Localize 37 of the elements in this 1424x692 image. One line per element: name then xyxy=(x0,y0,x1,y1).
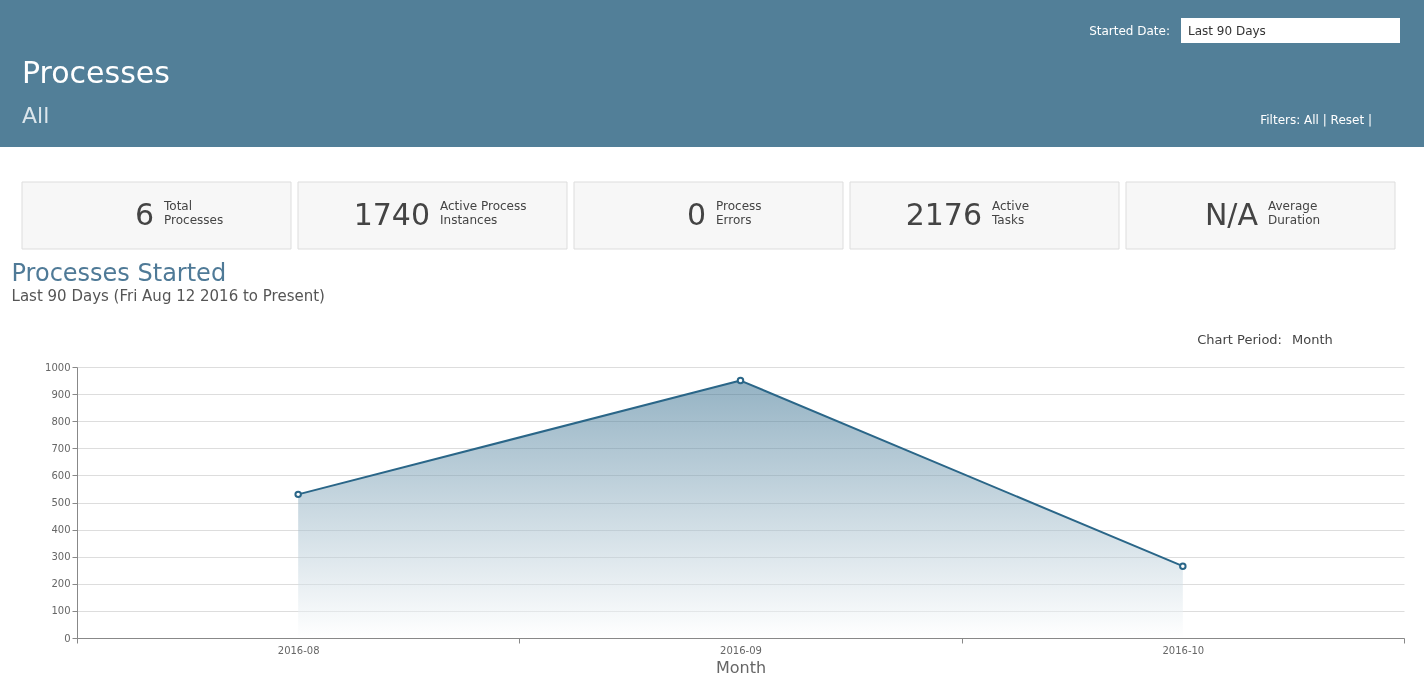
chart-subtitle: Last 90 Days (Fri Aug 12 2016 to Present) xyxy=(11,287,325,305)
text: Chart Period: xyxy=(1197,332,1282,347)
text: Average Duration xyxy=(1268,199,1321,227)
text: 6 xyxy=(134,197,154,232)
text: 2176 xyxy=(905,197,982,232)
x-tick-label: 2016-08 xyxy=(277,644,320,656)
y-tick-label: 500 xyxy=(51,497,71,508)
y-tick-label: 800 xyxy=(51,415,71,427)
y-tick-label: 0 xyxy=(64,632,71,644)
x-axis-title: Month xyxy=(715,657,767,677)
text: Total Processes xyxy=(163,199,224,227)
point xyxy=(736,376,745,385)
y-tick-label: 100 xyxy=(51,605,71,617)
point xyxy=(294,490,302,499)
text: Last 90 Days xyxy=(1188,24,1266,38)
text: Process Errors xyxy=(716,199,762,227)
text: Active Tasks xyxy=(991,199,1030,227)
x-tick-label: 2016-10 xyxy=(1162,644,1205,656)
text: All xyxy=(22,103,50,128)
y-tick-label: 400 xyxy=(51,524,71,536)
text: N/A xyxy=(1204,197,1259,232)
y-tick-label: 900 xyxy=(51,388,71,400)
y-tick-label: 600 xyxy=(51,469,71,481)
y-tick-label: 700 xyxy=(51,442,71,454)
text: Active Process Instances xyxy=(440,199,527,227)
text: Processes xyxy=(22,55,170,90)
text: 0 xyxy=(686,197,706,232)
x-tick-label: 2016-09 xyxy=(720,644,762,656)
text: Filters: All | Reset | xyxy=(1260,113,1372,127)
y-tick-label: 300 xyxy=(51,551,71,563)
text: Started Date: xyxy=(1089,24,1170,38)
chart-title: Processes Started xyxy=(11,259,227,287)
text: 1740 xyxy=(353,197,430,232)
y-tick-label: 200 xyxy=(51,578,71,590)
point xyxy=(1179,562,1187,570)
text: Month xyxy=(1292,332,1333,347)
y-tick-label: 1000 xyxy=(45,361,71,373)
